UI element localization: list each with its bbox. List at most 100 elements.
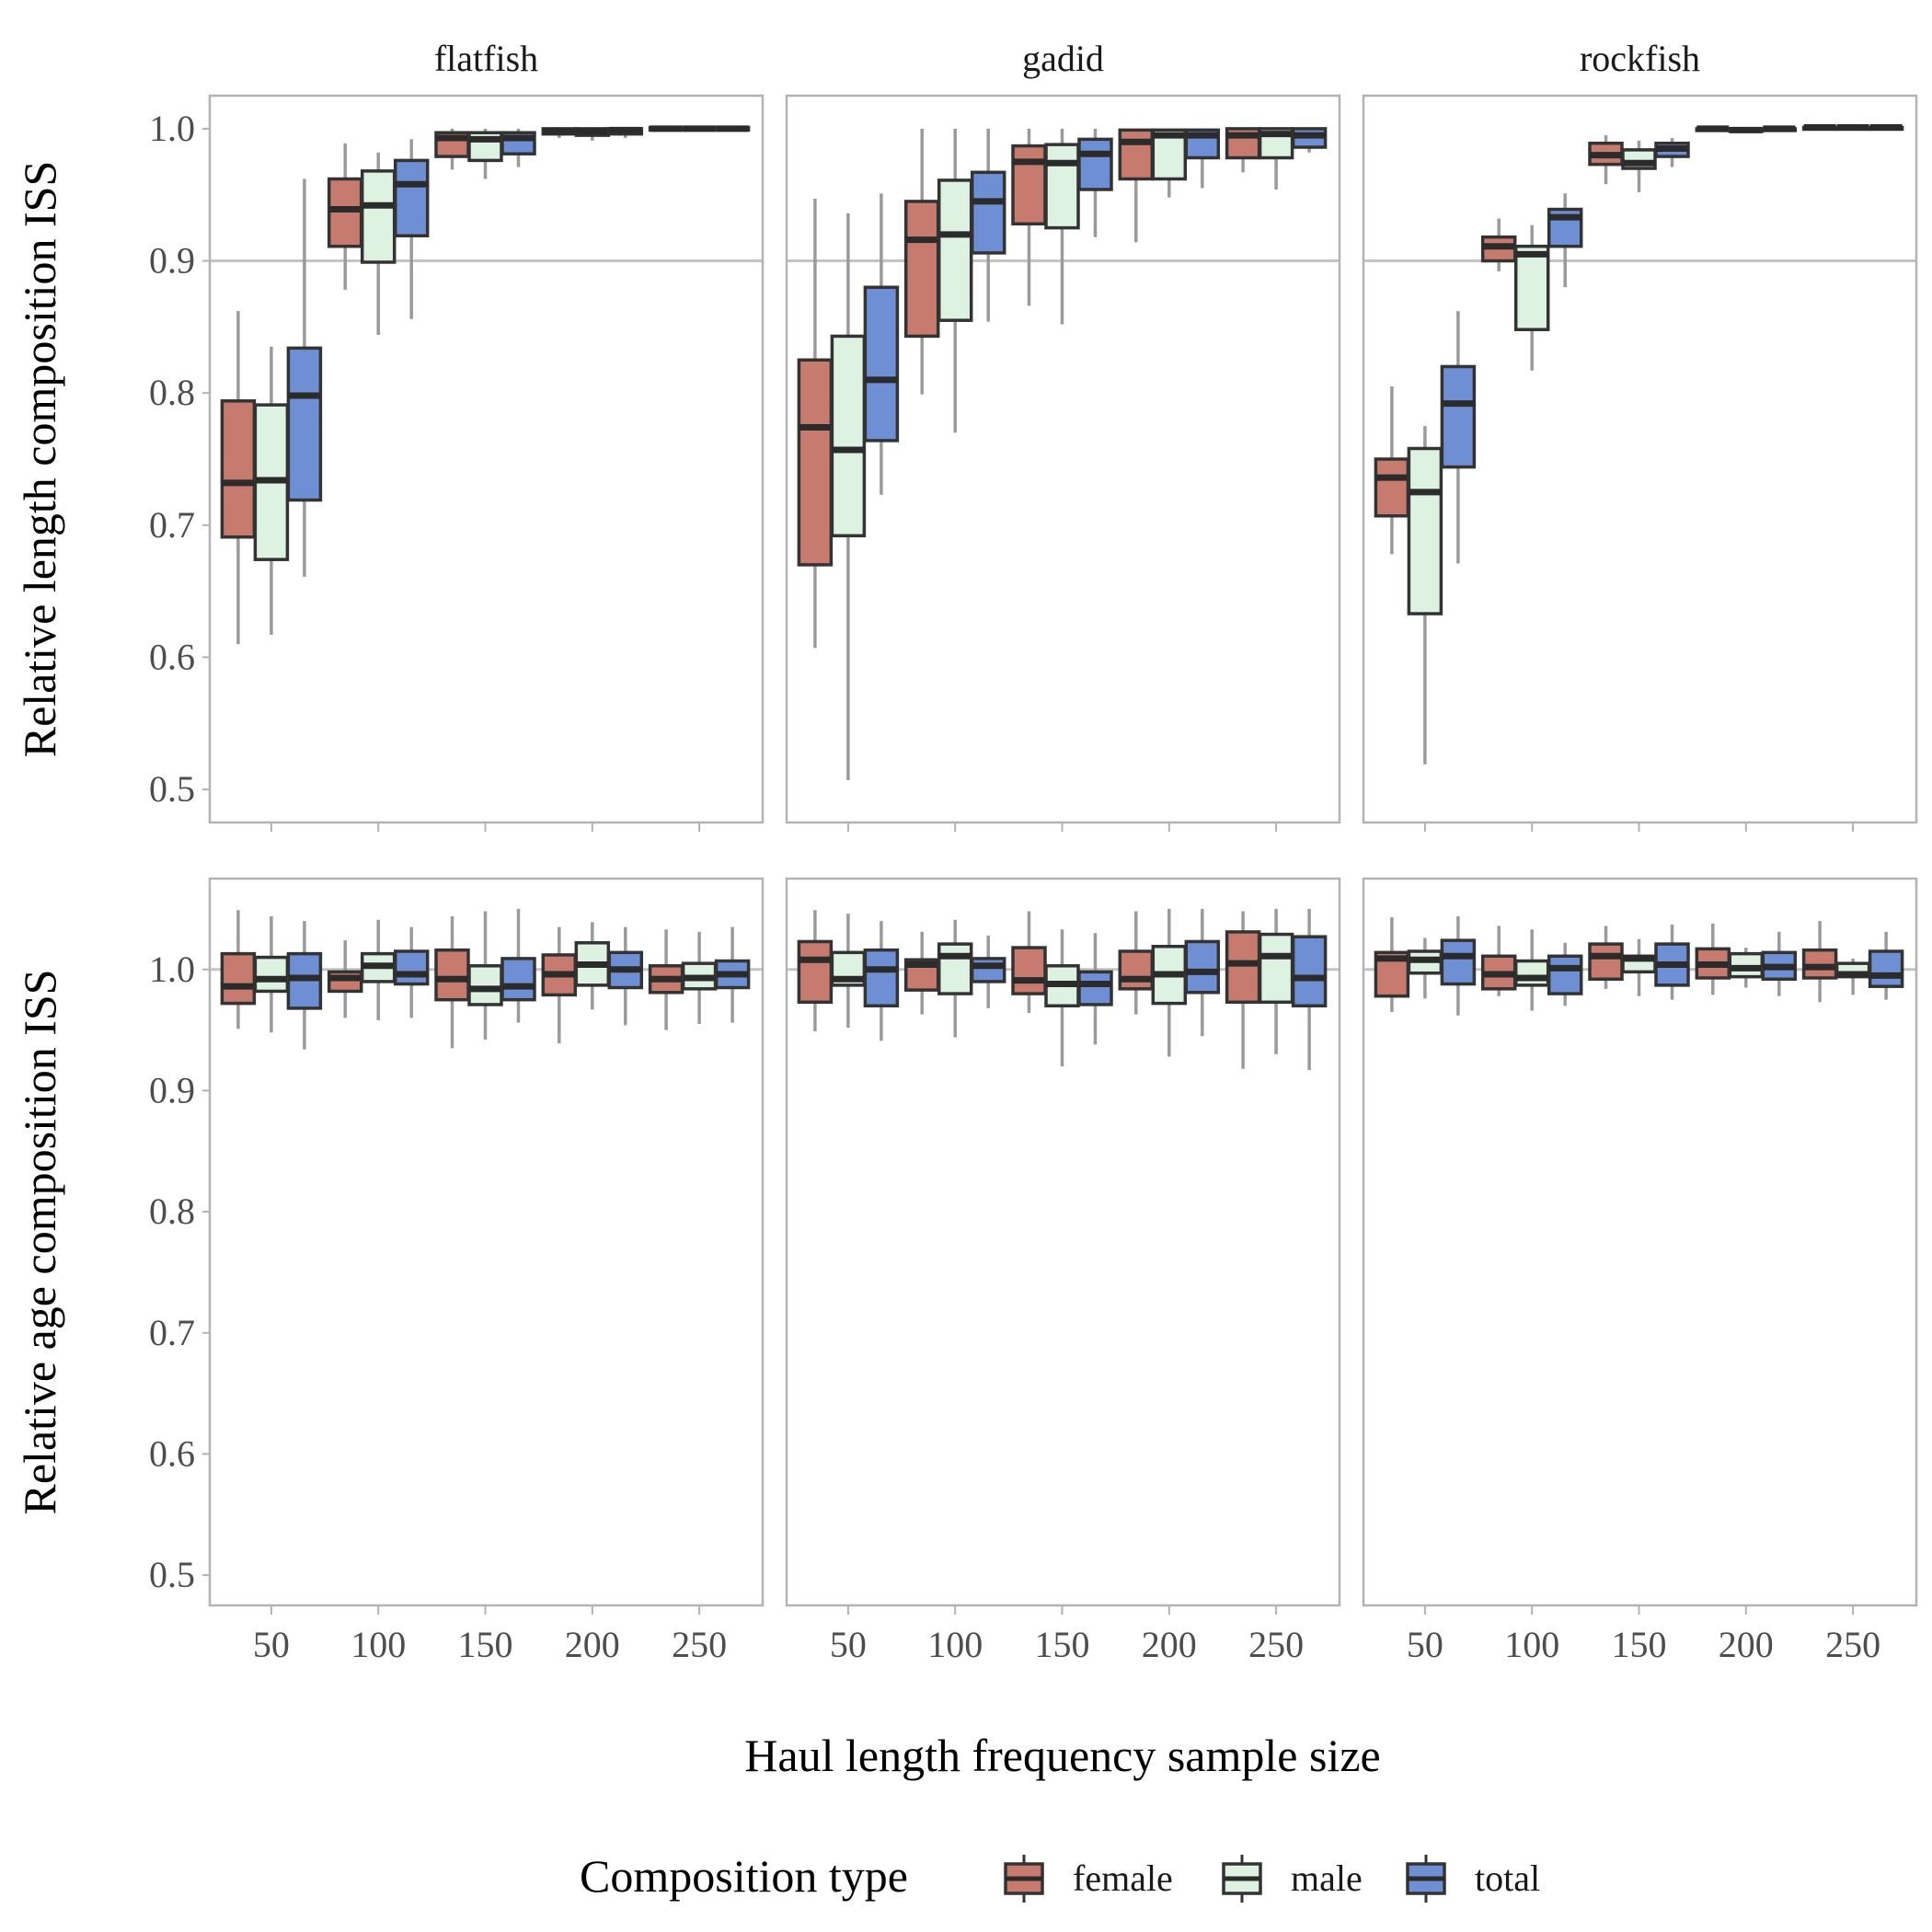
y-tick-label: 0.9 [149,1069,195,1110]
box-iqr [327,177,363,248]
box-flatfish-250-female [648,125,684,132]
y-tick-label: 0.7 [149,504,195,546]
box-iqr [863,285,900,443]
box-gadid-150-male [1044,128,1080,325]
box-gadid-150-total [1077,933,1113,1045]
box-gadid-150-female [1011,128,1047,306]
box-gadid-200-total [1184,908,1221,1037]
panel-flatfish-row-1 [208,94,765,832]
box-iqr [937,178,973,322]
legend-label-total: total [1475,1857,1540,1899]
box-iqr [1118,128,1155,181]
x-tick-label: 100 [1504,1624,1559,1665]
box-gadid-150-total [1077,128,1113,237]
box-rockfish-250-male [1834,958,1871,995]
box-rockfish-250-male [1834,123,1871,132]
box-gadid-250-total [1291,127,1328,153]
box-flatfish-50-female [220,910,257,1029]
box-rockfish-150-female [1588,135,1624,185]
box-rockfish-150-female [1588,926,1624,989]
box-iqr [1374,457,1410,518]
y-tick-label: 0.5 [149,768,195,810]
x-tick-label: 200 [565,1624,620,1665]
box-rockfish-100-male [1513,224,1550,371]
panel-flatfish-row-2: 50 100 150 200 250 [208,877,765,1665]
box-flatfish-200-male [574,127,611,141]
box-flatfish-150-female [434,915,470,1049]
box-gadid-250-male [1258,908,1294,1054]
legend-key-total [1406,1855,1446,1903]
y-tick-label: 0.6 [149,1432,195,1474]
box-iqr [830,334,867,538]
box-gadid-50-female [797,199,834,649]
legend: Composition type female male total [580,1850,1540,1903]
box-iqr [1291,935,1328,1008]
box-gadid-200-male [1151,908,1188,1057]
box-gadid-200-total [1184,128,1221,189]
facet-title-flatfish: flatfish [434,38,538,79]
facet-title-gadid: gadid [1022,38,1104,79]
box-rockfish-50-total [1440,311,1477,564]
y-tick-label: 1.0 [149,108,195,149]
box-rockfish-200-male [1728,948,1765,988]
box-iqr [970,957,1006,983]
box-rockfish-100-female [1480,926,1517,996]
box-iqr [1118,949,1155,991]
box-gadid-250-male [1258,127,1294,190]
legend-key-female [1004,1855,1044,1903]
box-rockfish-250-total [1868,931,1904,1000]
box-flatfish-250-female [648,929,684,1030]
box-gadid-50-male [830,213,867,781]
box-flatfish-100-male [360,919,397,1021]
box-rockfish-50-male [1407,937,1443,999]
box-rockfish-200-total [1761,125,1798,132]
box-rockfish-250-total [1868,123,1904,132]
x-tick-label: 200 [1719,1624,1774,1665]
box-flatfish-200-female [541,127,578,138]
box-rockfish-50-female [1374,386,1410,555]
y-axis-title-row-1: Relative length composition ISS [14,161,65,758]
y-tick-label: 0.6 [149,636,195,677]
box-flatfish-200-female [541,926,578,1044]
box-iqr [970,170,1006,255]
box-gadid-150-female [1011,911,1047,1014]
box-gadid-100-male [937,919,973,1038]
box-iqr [1184,939,1221,995]
box-iqr [1588,942,1624,982]
box-flatfish-150-male [467,911,503,1041]
box-iqr [393,158,430,238]
box-flatfish-200-male [574,922,611,1010]
panel-gadid-row-2: 50 100 150 200 250 [785,877,1341,1665]
box-gadid-50-male [830,914,867,1028]
x-axis-title: Haul length frequency sample size [744,1730,1380,1781]
box-flatfish-50-female [220,311,257,645]
box-rockfish-150-total [1654,137,1690,167]
box-rockfish-100-male [1513,929,1550,1011]
box-flatfish-50-total [286,921,323,1050]
box-iqr [393,949,430,986]
x-tick-label: 50 [253,1624,290,1665]
panel-rockfish-row-2: 50 100 150 200 250 [1362,877,1918,1665]
box-rockfish-50-total [1440,915,1477,1016]
legend-key-male [1222,1855,1262,1903]
x-tick-label: 100 [351,1624,406,1665]
box-iqr [1011,946,1047,995]
y-tick-label: 0.5 [149,1554,195,1595]
box-rockfish-100-total [1547,193,1583,288]
box-iqr [1011,144,1047,226]
box-gadid-150-male [1044,929,1080,1067]
box-rockfish-50-female [1374,917,1410,1012]
box-flatfish-200-total [607,926,644,1026]
x-tick-label: 100 [927,1624,983,1665]
box-flatfish-150-total [500,908,536,1023]
x-tick-label: 50 [1407,1624,1443,1665]
box-rockfish-100-female [1480,218,1517,272]
box-gadid-250-female [1225,911,1261,1069]
x-tick-label: 50 [830,1624,867,1665]
y-tick-label: 0.9 [149,240,195,282]
box-gadid-50-total [863,193,900,495]
box-gadid-200-male [1151,128,1188,198]
box-iqr [1440,364,1477,469]
box-iqr [434,948,470,1002]
